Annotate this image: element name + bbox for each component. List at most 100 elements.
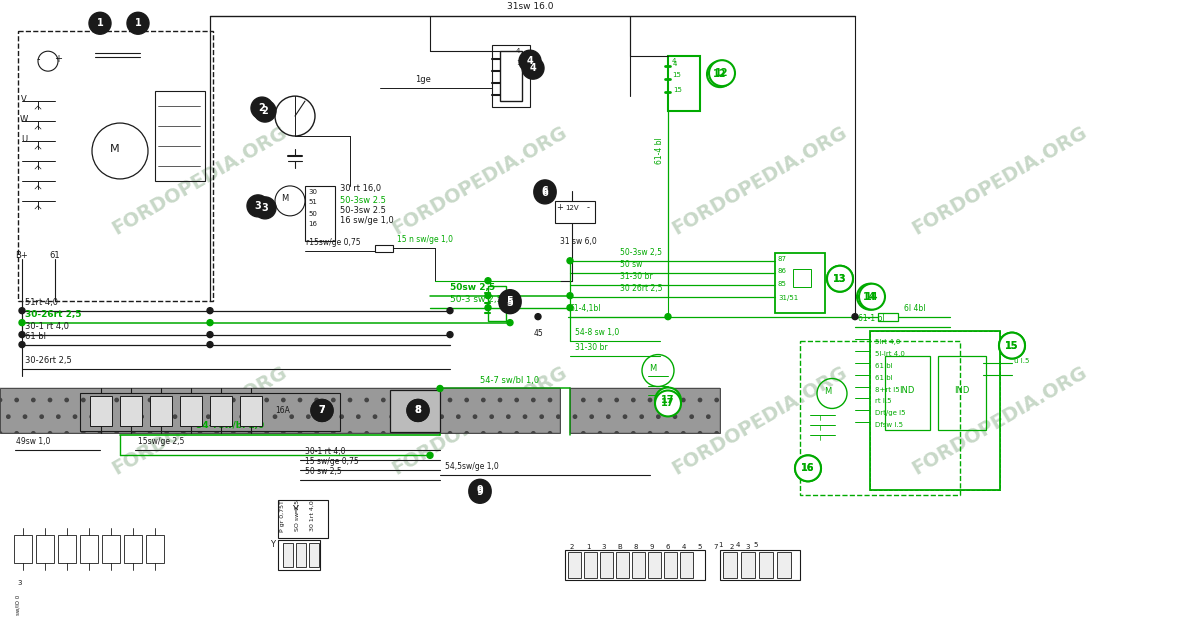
Text: 1: 1 <box>718 542 722 548</box>
Text: 49sw 1,0: 49sw 1,0 <box>16 437 50 447</box>
Text: 5: 5 <box>754 542 758 548</box>
Text: 30: 30 <box>308 189 317 195</box>
Circle shape <box>796 455 821 481</box>
Bar <box>155 91 205 181</box>
Text: B: B <box>618 544 623 550</box>
Text: 31 sw 6,0: 31 sw 6,0 <box>560 237 596 246</box>
Circle shape <box>707 61 733 87</box>
Text: r15sw/ge 0,75: r15sw/ge 0,75 <box>306 238 361 247</box>
Bar <box>90 396 112 427</box>
Bar <box>800 341 960 495</box>
Text: 45: 45 <box>533 329 542 338</box>
Bar <box>278 540 320 570</box>
Bar <box>36 536 54 563</box>
Text: 31-30 br: 31-30 br <box>620 272 653 281</box>
Circle shape <box>522 57 544 79</box>
Text: 9: 9 <box>476 487 484 497</box>
Circle shape <box>535 314 541 319</box>
Text: 9: 9 <box>476 485 484 495</box>
Text: U: U <box>20 135 28 144</box>
Bar <box>554 201 595 223</box>
Bar <box>775 253 826 312</box>
Bar <box>492 45 530 107</box>
Text: Drt/ge l5: Drt/ge l5 <box>875 411 906 416</box>
Bar <box>180 396 202 427</box>
Text: 6: 6 <box>666 544 671 550</box>
Circle shape <box>852 314 858 319</box>
Text: Y: Y <box>270 540 275 549</box>
Text: 6: 6 <box>541 188 548 198</box>
Bar <box>305 186 335 241</box>
Circle shape <box>469 481 491 503</box>
Text: 8: 8 <box>634 544 638 550</box>
Text: 12: 12 <box>713 69 727 79</box>
Circle shape <box>437 386 443 391</box>
Text: 86: 86 <box>778 268 787 274</box>
Bar <box>150 396 172 427</box>
Text: 15 n sw/ge 1,0: 15 n sw/ge 1,0 <box>397 235 454 244</box>
Text: rt l.5: rt l.5 <box>875 399 892 404</box>
Bar <box>0 389 560 433</box>
Circle shape <box>859 284 886 310</box>
Bar <box>570 389 720 433</box>
Text: 30 rt 16,0: 30 rt 16,0 <box>340 185 382 193</box>
Text: 16: 16 <box>802 463 815 473</box>
Text: 7: 7 <box>319 406 325 415</box>
Circle shape <box>796 455 821 481</box>
Text: 30-26rt 2,5: 30-26rt 2,5 <box>25 355 72 365</box>
Text: 61 bl: 61 bl <box>25 331 46 341</box>
Text: 5lrt 4,0: 5lrt 4,0 <box>875 338 900 345</box>
Text: 51rt 4,0: 51rt 4,0 <box>25 297 58 307</box>
Bar <box>778 552 791 578</box>
Bar <box>124 536 142 563</box>
Circle shape <box>89 12 112 34</box>
Text: 3: 3 <box>18 580 23 586</box>
Text: 17: 17 <box>661 398 674 408</box>
Text: 16 sw/ge 1,0: 16 sw/ge 1,0 <box>340 216 394 226</box>
Bar <box>210 396 232 427</box>
Text: 8: 8 <box>414 406 421 415</box>
Circle shape <box>998 333 1025 358</box>
Text: 2: 2 <box>262 106 269 116</box>
Circle shape <box>568 305 574 311</box>
Text: 8: 8 <box>414 406 421 415</box>
Text: 8+rt l5: 8+rt l5 <box>875 386 900 392</box>
Text: 87: 87 <box>778 256 787 262</box>
Text: 50: 50 <box>308 211 317 217</box>
Circle shape <box>311 399 334 421</box>
Text: 15: 15 <box>1006 341 1019 350</box>
Text: 9: 9 <box>649 544 654 550</box>
Bar <box>58 536 76 563</box>
Bar <box>938 355 986 430</box>
Bar <box>742 552 755 578</box>
Text: FORDOPEDIA.ORG: FORDOPEDIA.ORG <box>389 123 571 239</box>
Circle shape <box>208 331 214 338</box>
Bar <box>488 286 506 321</box>
Circle shape <box>19 319 25 326</box>
Circle shape <box>247 195 269 217</box>
Circle shape <box>427 452 433 459</box>
Text: 1: 1 <box>97 18 103 28</box>
Text: -: - <box>587 203 590 212</box>
Text: 1ge: 1ge <box>415 75 431 84</box>
Circle shape <box>254 197 276 219</box>
Bar <box>648 552 661 578</box>
Circle shape <box>568 293 574 299</box>
Text: 15: 15 <box>1006 341 1019 350</box>
Text: 5: 5 <box>698 544 702 550</box>
Circle shape <box>208 341 214 348</box>
Circle shape <box>407 399 430 421</box>
Bar <box>14 536 32 563</box>
Text: 4: 4 <box>682 544 686 550</box>
Text: 30-1 rt 4,0: 30-1 rt 4,0 <box>305 447 346 456</box>
Circle shape <box>998 333 1025 358</box>
Text: 85: 85 <box>778 281 787 287</box>
Circle shape <box>520 50 541 72</box>
Bar <box>80 536 98 563</box>
Text: 6: 6 <box>541 186 548 196</box>
Circle shape <box>568 258 574 264</box>
Bar <box>870 331 1000 490</box>
Text: 14: 14 <box>863 292 877 302</box>
Circle shape <box>655 387 682 413</box>
Circle shape <box>485 293 491 299</box>
